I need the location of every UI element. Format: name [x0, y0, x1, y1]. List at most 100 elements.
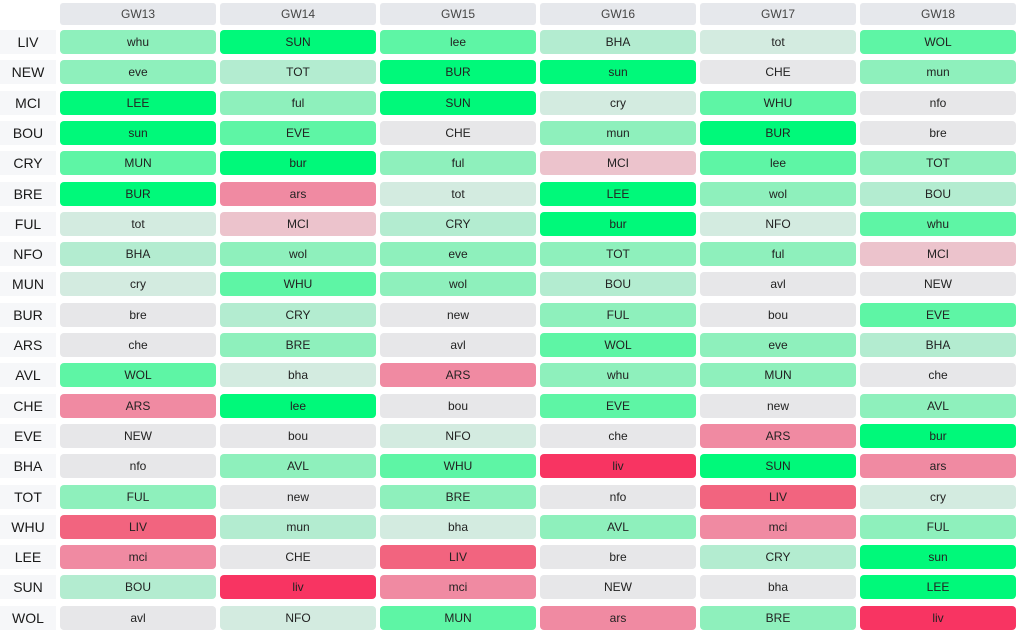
fixture-cell-lee-gw18: sun: [860, 545, 1016, 569]
fixture-cell-nfo-gw17: ful: [700, 242, 856, 266]
gameweek-header-gw13: GW13: [60, 3, 216, 25]
fixture-cell-cry-gw13: MUN: [60, 151, 216, 175]
team-label-mun: MUN: [0, 272, 56, 296]
team-label-bre: BRE: [0, 182, 56, 206]
fixture-cell-che-gw17: new: [700, 394, 856, 418]
gameweek-header-gw15: GW15: [380, 3, 536, 25]
fixture-cell-mci-gw13: LEE: [60, 91, 216, 115]
fixture-cell-liv-gw16: BHA: [540, 30, 696, 54]
fixture-cell-bur-gw15: new: [380, 303, 536, 327]
fixture-cell-lee-gw15: LIV: [380, 545, 536, 569]
fixture-cell-mci-gw16: cry: [540, 91, 696, 115]
fixture-cell-sun-gw17: bha: [700, 575, 856, 599]
fixture-cell-wol-gw15: MUN: [380, 606, 536, 630]
team-label-wol: WOL: [0, 606, 56, 630]
fixture-cell-liv-gw14: SUN: [220, 30, 376, 54]
fixture-cell-bre-gw17: wol: [700, 182, 856, 206]
fixture-cell-bur-gw16: FUL: [540, 303, 696, 327]
fixture-cell-che-gw16: EVE: [540, 394, 696, 418]
fixture-cell-new-gw14: TOT: [220, 60, 376, 84]
fixture-cell-liv-gw13: whu: [60, 30, 216, 54]
fixture-cell-lee-gw16: bre: [540, 545, 696, 569]
fixture-cell-cry-gw16: MCI: [540, 151, 696, 175]
team-label-nfo: NFO: [0, 242, 56, 266]
fixture-cell-bre-gw18: BOU: [860, 182, 1016, 206]
fixture-cell-ful-gw13: tot: [60, 212, 216, 236]
fixture-cell-bou-gw13: sun: [60, 121, 216, 145]
team-label-sun: SUN: [0, 575, 56, 599]
fixture-cell-ful-gw14: MCI: [220, 212, 376, 236]
fixture-cell-eve-gw16: che: [540, 424, 696, 448]
fixture-cell-ful-gw17: NFO: [700, 212, 856, 236]
fixture-cell-bre-gw13: BUR: [60, 182, 216, 206]
fixture-cell-liv-gw17: tot: [700, 30, 856, 54]
fixture-cell-bou-gw15: CHE: [380, 121, 536, 145]
fixture-cell-mun-gw17: avl: [700, 272, 856, 296]
fixture-cell-ars-gw13: che: [60, 333, 216, 357]
fixture-cell-bur-gw14: CRY: [220, 303, 376, 327]
fixture-cell-tot-gw13: FUL: [60, 485, 216, 509]
gameweek-header-gw17: GW17: [700, 3, 856, 25]
fixture-cell-mun-gw18: NEW: [860, 272, 1016, 296]
fixture-cell-eve-gw18: bur: [860, 424, 1016, 448]
fixture-cell-avl-gw15: ARS: [380, 363, 536, 387]
fixture-cell-bre-gw15: tot: [380, 182, 536, 206]
fixture-cell-sun-gw13: BOU: [60, 575, 216, 599]
fixture-cell-lee-gw14: CHE: [220, 545, 376, 569]
fixture-cell-nfo-gw14: wol: [220, 242, 376, 266]
fixture-cell-che-gw13: ARS: [60, 394, 216, 418]
fixture-cell-nfo-gw18: MCI: [860, 242, 1016, 266]
fixture-cell-mun-gw14: WHU: [220, 272, 376, 296]
fixture-cell-bha-gw16: liv: [540, 454, 696, 478]
fixture-cell-bha-gw18: ars: [860, 454, 1016, 478]
fixture-cell-new-gw15: BUR: [380, 60, 536, 84]
fixture-cell-bha-gw17: SUN: [700, 454, 856, 478]
fixture-cell-mun-gw16: BOU: [540, 272, 696, 296]
fixture-cell-avl-gw14: bha: [220, 363, 376, 387]
team-label-lee: LEE: [0, 545, 56, 569]
fixture-cell-bha-gw13: nfo: [60, 454, 216, 478]
fixture-cell-mun-gw15: wol: [380, 272, 536, 296]
fixture-cell-ful-gw15: CRY: [380, 212, 536, 236]
fixture-cell-wol-gw14: NFO: [220, 606, 376, 630]
fixture-cell-eve-gw14: bou: [220, 424, 376, 448]
fixture-cell-ful-gw16: bur: [540, 212, 696, 236]
team-label-bur: BUR: [0, 303, 56, 327]
team-label-tot: TOT: [0, 485, 56, 509]
fixture-cell-whu-gw17: mci: [700, 515, 856, 539]
fixture-cell-ars-gw15: avl: [380, 333, 536, 357]
gameweek-header-gw18: GW18: [860, 3, 1016, 25]
fixture-cell-sun-gw15: mci: [380, 575, 536, 599]
fixture-cell-new-gw16: sun: [540, 60, 696, 84]
fixture-cell-mci-gw17: WHU: [700, 91, 856, 115]
fixture-cell-sun-gw16: NEW: [540, 575, 696, 599]
fixture-cell-ars-gw16: WOL: [540, 333, 696, 357]
fixture-cell-che-gw15: bou: [380, 394, 536, 418]
fixture-cell-new-gw13: eve: [60, 60, 216, 84]
fixture-cell-tot-gw18: cry: [860, 485, 1016, 509]
fixture-cell-mun-gw13: cry: [60, 272, 216, 296]
fixture-cell-che-gw14: lee: [220, 394, 376, 418]
fixture-cell-eve-gw15: NFO: [380, 424, 536, 448]
fixture-cell-bou-gw14: EVE: [220, 121, 376, 145]
gameweek-header-gw16: GW16: [540, 3, 696, 25]
fixture-cell-mci-gw14: ful: [220, 91, 376, 115]
fixture-cell-cry-gw14: bur: [220, 151, 376, 175]
team-label-new: NEW: [0, 60, 56, 84]
fixture-cell-ful-gw18: whu: [860, 212, 1016, 236]
fixture-cell-che-gw18: AVL: [860, 394, 1016, 418]
fixture-cell-cry-gw18: TOT: [860, 151, 1016, 175]
fixture-cell-avl-gw16: whu: [540, 363, 696, 387]
fixture-cell-ars-gw18: BHA: [860, 333, 1016, 357]
fixture-cell-liv-gw18: WOL: [860, 30, 1016, 54]
fixture-cell-sun-gw18: LEE: [860, 575, 1016, 599]
team-label-ful: FUL: [0, 212, 56, 236]
gameweek-header-gw14: GW14: [220, 3, 376, 25]
fixture-cell-liv-gw15: lee: [380, 30, 536, 54]
team-label-avl: AVL: [0, 363, 56, 387]
fixture-cell-nfo-gw13: BHA: [60, 242, 216, 266]
fixture-cell-whu-gw15: bha: [380, 515, 536, 539]
fixture-cell-avl-gw17: MUN: [700, 363, 856, 387]
fixture-cell-eve-gw13: NEW: [60, 424, 216, 448]
fixture-cell-ars-gw17: eve: [700, 333, 856, 357]
